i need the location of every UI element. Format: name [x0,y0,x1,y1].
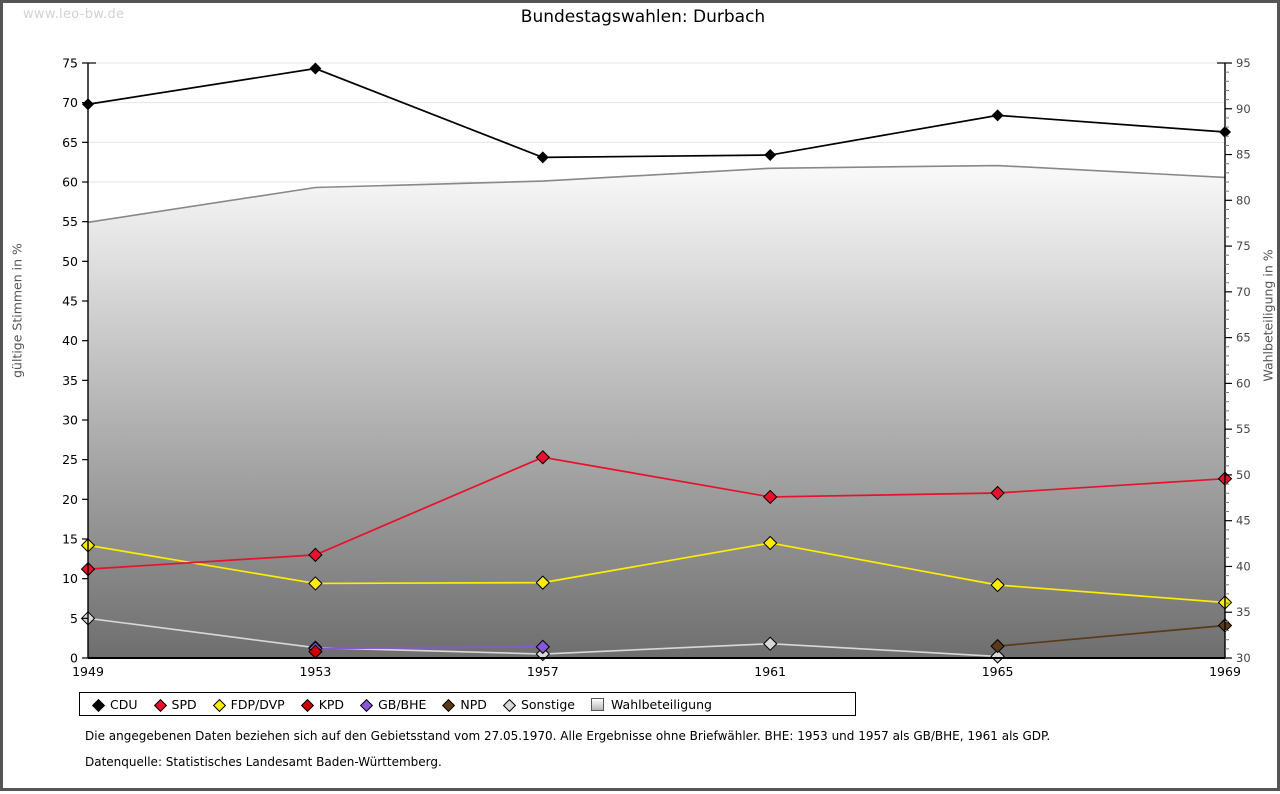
legend-square-icon [590,697,604,711]
legend-label: GB/BHE [378,696,427,712]
legend-label: CDU [110,696,138,712]
watermark: www.leo-bw.de [23,7,125,22]
legend-diamond-icon [300,698,314,712]
series-line-npd [997,624,1226,647]
legend-label: SPD [171,696,197,712]
legend-diamond-icon [212,698,226,712]
legend-item-wahlbeteiligung[interactable]: Wahlbeteiligung [590,696,712,712]
series-line-cdu [87,67,1226,159]
datapoint-spd[interactable] [308,547,323,563]
legend-item-fdp-dvp[interactable]: FDP/DVP [212,696,285,712]
right-tick-label: 40 [1236,559,1251,573]
x-tick-label: 1949 [72,664,104,679]
left-tick-label: 65 [62,135,78,150]
legend-diamond-icon [359,698,374,712]
series-area-wahlbeteiligung [88,165,1225,658]
right-tick-label: 60 [1236,376,1251,390]
legend-item-spd[interactable]: SPD [153,696,197,712]
left-tick-label: 40 [62,333,78,348]
datapoint-gb-bhe[interactable] [535,639,551,655]
x-tick-label: 1953 [299,664,331,679]
legend-item-cdu[interactable]: CDU [91,696,138,712]
datapoint-cdu[interactable] [309,62,322,75]
legend-label: NPD [460,696,487,712]
right-tick-label: 90 [1236,102,1251,116]
series-line-fdp-dvp [87,542,1226,604]
series-line-gb-bhe [315,646,543,650]
x-tick-label: 1957 [527,664,559,679]
datapoint-fdp-dvp[interactable] [308,576,323,591]
datapoint-npd[interactable] [990,638,1005,654]
datapoint-sonstige[interactable] [990,649,1005,664]
left-tick-label: 35 [62,373,78,388]
x-tick-label: 1965 [982,664,1014,679]
datapoint-fdp-dvp[interactable] [990,577,1005,593]
legend-item-npd[interactable]: NPD [442,697,487,712]
right-tick-label: 80 [1236,193,1251,207]
left-tick-label: 70 [62,95,78,110]
legend-label: Sonstige [520,696,575,712]
left-tick-label: 10 [62,571,78,586]
left-tick-label: 15 [62,532,78,547]
legend-item-gb-bhe[interactable]: GB/BHE [359,696,427,712]
right-tick-label: 95 [1236,56,1251,70]
left-tick-label: 55 [62,214,78,229]
right-tick-label: 55 [1236,422,1251,436]
legend-diamond-icon [153,698,167,712]
left-tick-label: 45 [62,294,78,309]
legend-diamond-icon [91,698,106,712]
plot-area: 0 5 10 15 20 25 30 35 40 45 50 55 60 65 70 75 30 35 40 45 50… [62,56,1251,680]
datapoint-sonstige[interactable] [762,636,778,651]
legend-diamond-icon [502,698,517,712]
datapoint-spd[interactable] [990,485,1005,501]
right-tick-label: 50 [1236,468,1251,482]
right-tick-label: 75 [1236,239,1251,253]
legend-item-kpd[interactable]: KPD [300,696,345,712]
legend-item-sonstige[interactable]: Sonstige [502,696,575,712]
left-tick-label: 25 [62,452,78,467]
right-tick-label: 85 [1236,148,1251,162]
legend-diamond-icon [442,698,456,712]
datapoint-cdu[interactable] [536,151,549,164]
legend-label: KPD [318,696,345,712]
series-line-wahlbeteiligung [87,164,1226,224]
datapoint-cdu[interactable] [764,149,777,162]
left-tick-label: 0 [70,651,78,666]
footnote-gebietsstand: Die angegebenen Daten beziehen sich auf … [85,729,1051,743]
legend-label: Wahlbeteiligung [610,696,712,712]
footnote-datenquelle: Datenquelle: Statistisches Landesamt Bad… [85,755,442,769]
left-tick-label: 20 [62,492,78,507]
series-line-spd [87,456,1226,570]
right-tick-label: 70 [1236,285,1251,299]
chart-legend: CDU SPD FDP/DVP KPD GB/BHE NPD Sonstige Wahlbet… [79,692,856,716]
right-tick-label: 65 [1236,331,1251,345]
right-tick-label: 45 [1236,514,1251,528]
right-tick-label: 35 [1236,605,1251,619]
datapoint-spd[interactable] [762,489,778,505]
page-title: Bundestagswahlen: Durbach [520,7,766,27]
left-tick-label: 75 [62,56,78,71]
datapoint-fdp-dvp[interactable] [762,535,778,551]
datapoint-cdu[interactable] [991,109,1004,122]
left-tick-label: 5 [70,611,78,626]
legend-label: FDP/DVP [230,696,285,712]
datapoint-fdp-dvp[interactable] [535,575,551,590]
left-tick-label: 30 [62,413,78,428]
x-tick-label: 1961 [754,664,786,679]
left-tick-label: 50 [62,254,78,269]
x-tick-label: 1969 [1209,664,1241,679]
left-tick-label: 60 [62,175,78,190]
datapoint-spd[interactable] [535,450,551,465]
right-tick-label: 30 [1236,651,1251,665]
